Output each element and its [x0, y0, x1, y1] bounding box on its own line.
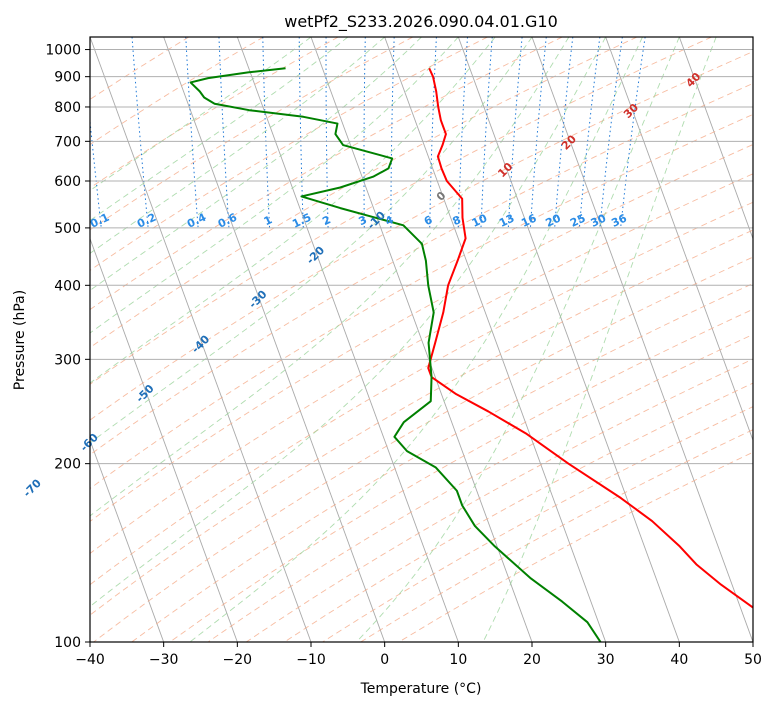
dry-adiabat-line: [90, 37, 264, 146]
temperature-profile-line: [427, 67, 753, 609]
dry-adiabat-line: [245, 358, 753, 642]
x-axis-title: Temperature (°C): [360, 681, 482, 697]
mixing-ratio-line: [131, 37, 149, 228]
moist-adiabat-line: [90, 37, 570, 517]
isotherm-line: [678, 37, 753, 240]
y-tick-label: 400: [54, 278, 81, 294]
y-tick-label: 600: [54, 174, 81, 190]
y-tick-label: 1000: [45, 43, 81, 59]
y-tick-label: 200: [54, 457, 81, 473]
x-tick-label: 50: [744, 652, 762, 668]
mixing-ratio-line: [620, 37, 646, 228]
moist-adiabat-line: [90, 37, 312, 192]
x-tick-label: −10: [296, 652, 326, 668]
mixing-ratio-line: [262, 37, 271, 228]
isotherm-line: [605, 37, 753, 442]
x-tick-label: 10: [449, 652, 467, 668]
dry-adiabat-line: [207, 333, 753, 642]
isotherm-line: [531, 37, 753, 642]
x-tick-label: −40: [75, 652, 105, 668]
mixing-ratio-line: [578, 37, 601, 228]
mixing-ratio-line: [185, 37, 199, 228]
dry-adiabat-line: [93, 256, 753, 642]
mixing-ratio-line: [457, 37, 469, 228]
profile-series: [189, 67, 753, 642]
isotherm-line: [384, 37, 607, 642]
mixing-ratio-line: [390, 37, 395, 228]
moist-adiabat-line: [189, 37, 643, 642]
isotherm-line: [236, 37, 459, 642]
x-tick-label: 20: [523, 652, 541, 668]
x-tick-label: 40: [670, 652, 688, 668]
mixing-ratio-line: [529, 37, 547, 228]
chart-title: wetPf2_S233.2026.090.04.01.G10: [284, 12, 558, 32]
y-tick-label: 100: [54, 635, 81, 651]
moist-adiabat-line: [90, 37, 607, 608]
dry-adiabat-line: [90, 229, 753, 616]
plot-frame: [89, 36, 754, 643]
dry-adiabat-line: [90, 51, 753, 421]
y-tick-label: 300: [54, 352, 81, 368]
moist-adiabat-line: [482, 37, 717, 642]
dry-adiabat-line: [90, 82, 753, 456]
mixing-ratio-line: [429, 37, 437, 228]
moist-adiabat-line: [356, 37, 680, 642]
moist-adiabat-line: [90, 37, 459, 334]
dry-adiabat-line: [131, 282, 753, 642]
y-axis-title: Pressure (hPa): [12, 290, 28, 390]
isobar-grid: [90, 49, 753, 642]
moist-adiabat-line: [90, 37, 385, 254]
dry-adiabat-line: [90, 143, 753, 522]
mixing-ratio-line: [599, 37, 623, 228]
mixing-ratio-label: 30: [589, 211, 609, 229]
x-tick-label: −20: [223, 652, 253, 668]
dewpoint-profile-line: [189, 67, 602, 642]
mixing-ratio-label: 13: [497, 212, 516, 230]
moist-adiabat-line: [90, 37, 533, 444]
isotherm-line: [90, 237, 238, 642]
mixing-ratio-line: [218, 37, 230, 228]
isotherm-line: [90, 439, 165, 642]
x-tick-label: 0: [380, 652, 389, 668]
isotherm-line: [90, 37, 312, 642]
dry-adiabat-line: [90, 37, 339, 189]
mixing-ratio-label: 25: [568, 212, 587, 230]
y-tick-label: 700: [54, 134, 81, 150]
moist-adiabat-line: [90, 37, 496, 384]
mixing-ratio-label: 36: [609, 211, 629, 229]
x-tick-label: −30: [149, 652, 179, 668]
mixing-ratio-line: [480, 37, 493, 228]
mixing-ratio-line: [363, 37, 366, 228]
background-lines: [90, 37, 753, 642]
dry-adiabat-line: [90, 173, 753, 554]
y-tick-label: 900: [54, 70, 81, 86]
mixing-ratio-label: 10: [470, 211, 490, 229]
mixing-ratio-line: [554, 37, 574, 228]
mixing-ratio-label: 20: [544, 211, 564, 229]
mixing-ratio-line: [298, 37, 304, 228]
x-tick-label: 30: [597, 652, 615, 668]
isotherm-line: [457, 37, 680, 642]
dry-adiabat-line: [90, 37, 488, 271]
y-tick-label: 800: [54, 100, 81, 116]
dry-adiabat-line: [90, 113, 753, 490]
dry-adiabat-line: [90, 37, 563, 311]
mixing-ratio-line: [325, 37, 329, 228]
isotherm-line: [163, 37, 386, 642]
moist-adiabat-line: [90, 37, 422, 291]
y-tick-label: 500: [54, 221, 81, 237]
mixing-ratio-label: 16: [519, 211, 539, 229]
mixing-ratio-line: [507, 37, 523, 228]
dry-adiabat-line: [90, 37, 712, 385]
